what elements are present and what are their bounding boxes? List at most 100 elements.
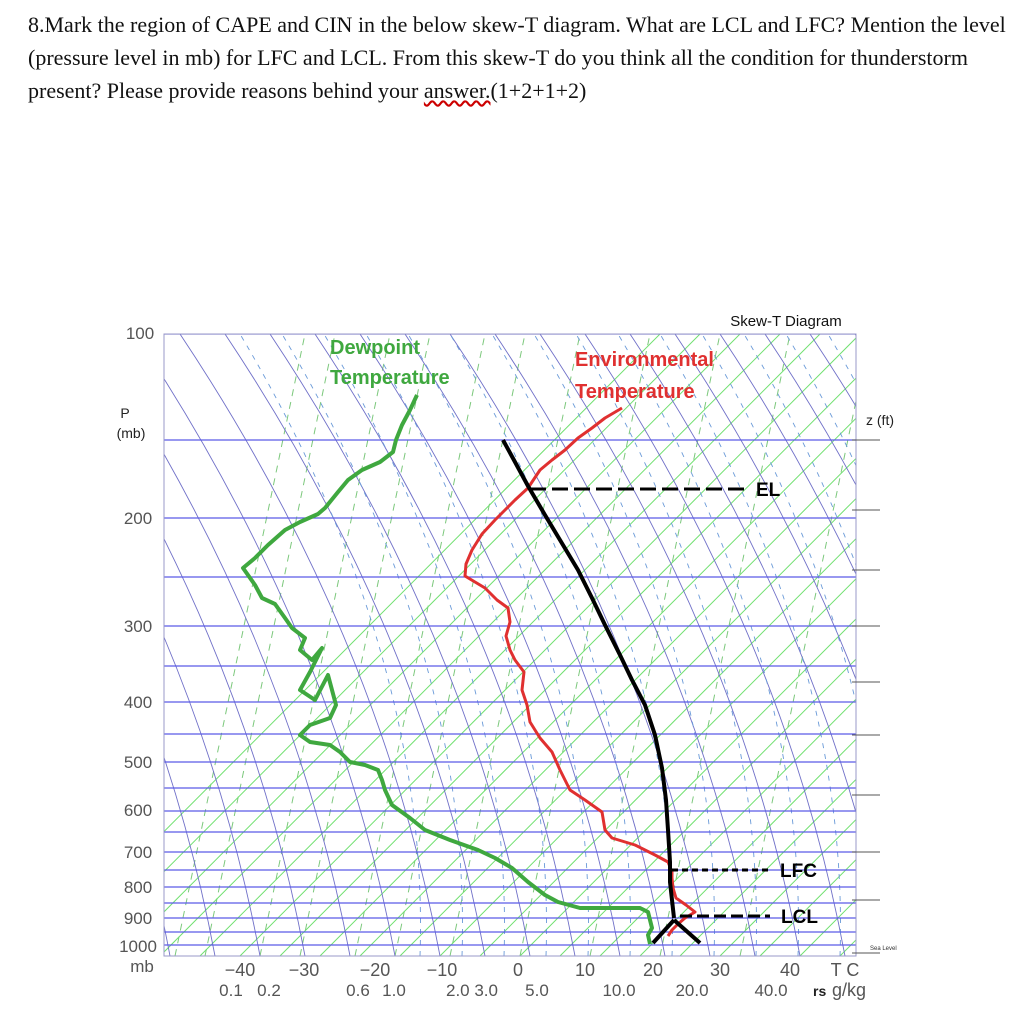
isotherm-line-19 — [799, 899, 856, 956]
moist-adiabat-11 — [701, 334, 856, 706]
isotherm-line-9 — [399, 497, 856, 956]
isotherm-line-22 — [920, 334, 1017, 956]
el-label: EL — [756, 480, 781, 501]
question-main: 8.Mark the region of CAPE and CIN in the… — [28, 12, 1006, 103]
isotherm-line-7 — [319, 417, 856, 956]
sea-level-label: Sea Level — [870, 946, 897, 952]
temperature-tick-label: T C — [831, 960, 860, 980]
pressure-tick-label: 1000 — [119, 937, 157, 956]
pressure-tick-label: 100 — [126, 324, 154, 343]
isotherm-line-2 — [164, 334, 741, 913]
plot-frame — [163, 333, 857, 957]
dry-adiabat-5 — [164, 377, 396, 956]
pressure-tick-label: 400 — [124, 693, 152, 712]
dry-adiabat-11 — [404, 334, 666, 956]
pressure-tick-label: 900 — [124, 909, 152, 928]
moist-adiabat-10 — [659, 334, 841, 956]
isotherm-line-1 — [164, 334, 701, 873]
question-tail: (1+2+1+2) — [490, 78, 587, 103]
dry-adiabat-17 — [674, 334, 856, 681]
moist-adiabat-2 — [323, 334, 505, 956]
pressure-tick-label: 600 — [124, 801, 152, 820]
dry-adiabat-15 — [584, 334, 846, 956]
temperature-tick-label: −20 — [360, 960, 391, 980]
dry-adiabat-4 — [164, 453, 351, 956]
dewpoint-label-line2: Temperature — [330, 367, 450, 389]
env-label-line2: Temperature — [575, 381, 695, 403]
dry-adiabat-20 — [809, 334, 856, 408]
moist-adiabat-4 — [407, 334, 589, 956]
mixing-ratio-lines — [174, 334, 856, 956]
mix-ratio-label: rs — [813, 983, 826, 999]
isobar-lines — [164, 334, 856, 946]
z-axis-ticks — [852, 439, 880, 954]
mix-ratio-tick-label: 10.0 — [602, 981, 635, 1000]
mixing-ratio-line-2 — [259, 334, 391, 956]
question-text: 8.Mark the region of CAPE and CIN in the… — [28, 8, 1008, 107]
pressure-tick-label: 200 — [124, 509, 152, 528]
moist-adiabat-5 — [449, 334, 631, 956]
mix-ratio-tick-label: 2.0 3.0 — [446, 981, 498, 1000]
mix-ratio-tick-label: 0.2 — [257, 981, 281, 1000]
moist-adiabat-9 — [617, 334, 799, 956]
question-underlined: answer. — [423, 78, 491, 103]
pressure-tick-label: mb — [130, 957, 154, 976]
isotherm-line-23 — [960, 334, 1017, 956]
mixing-ratio-line-3 — [299, 334, 431, 956]
mix-ratio-tick-label: 0.6 — [346, 981, 370, 1000]
mix-ratio-tick-label: 20.0 — [675, 981, 708, 1000]
dry-adiabat-6 — [179, 334, 441, 956]
moist-adiabat-lines — [239, 334, 856, 956]
moist-adiabat-8 — [575, 334, 757, 956]
diagram-title: Skew-T Diagram — [730, 313, 841, 330]
moist-adiabat-0 — [239, 334, 421, 956]
mix-ratio-tick-label: 1.0 — [382, 981, 406, 1000]
dry-adiabat-13 — [494, 334, 756, 956]
dry-adiabat-1 — [164, 756, 216, 956]
moist-adiabat-14 — [827, 334, 856, 384]
p-axis-label: P — [120, 405, 129, 421]
temperature-tick-label: 40 — [780, 960, 800, 980]
isotherm-line-0 — [164, 334, 661, 833]
moist-adiabat-3 — [365, 334, 547, 956]
pressure-tick-label: 800 — [124, 878, 152, 897]
dry-adiabat-14 — [539, 334, 801, 956]
env-label-line1: Environmental — [575, 349, 714, 371]
dry-adiabat-16 — [629, 334, 856, 815]
mix-ratio-tick-label: 5.0 — [525, 981, 549, 1000]
moist-adiabat-6 — [491, 334, 673, 956]
isotherm-line-15 — [639, 738, 856, 956]
pressure-tick-label: 700 — [124, 843, 152, 862]
dewpoint-label-line1: Dewpoint — [330, 337, 420, 359]
environmental-curve — [463, 406, 697, 937]
temperature-tick-label: 10 — [575, 960, 595, 980]
moist-adiabat-7 — [533, 334, 715, 956]
moist-adiabat-1 — [281, 334, 463, 956]
lcl-label: LCL — [781, 907, 818, 928]
dry-adiabat-9 — [314, 334, 576, 956]
moist-adiabat-12 — [743, 334, 856, 567]
lfc-label: LFC — [780, 861, 817, 882]
mix-ratio-tick-label: 0.1 — [219, 981, 243, 1000]
dry-adiabat-7 — [224, 334, 486, 956]
pressure-tick-label: 300 — [124, 617, 152, 636]
temperature-tick-label: 0 — [513, 960, 523, 980]
p-axis-units: (mb) — [117, 425, 146, 441]
parcel-base-left — [651, 918, 676, 945]
mix-ratio-units: g/kg — [832, 980, 866, 1000]
z-axis-label: z (ft) — [866, 412, 894, 428]
mixing-ratio-line-8 — [589, 334, 721, 956]
parcel-base-right — [672, 918, 702, 945]
mix-ratio-tick-label: 40.0 — [754, 981, 787, 1000]
dewpoint-curve — [241, 394, 654, 945]
isotherm-line-11 — [479, 578, 856, 956]
dry-adiabat-3 — [164, 537, 306, 956]
dry-adiabat-10 — [359, 334, 621, 956]
pressure-tick-label: 500 — [124, 753, 152, 772]
dry-adiabat-18 — [719, 334, 856, 576]
temperature-tick-label: −40 — [225, 960, 256, 980]
dry-adiabat-lines — [164, 334, 856, 956]
mixing-ratio-line-9 — [659, 334, 791, 956]
isotherm-line-24 — [1000, 334, 1017, 956]
